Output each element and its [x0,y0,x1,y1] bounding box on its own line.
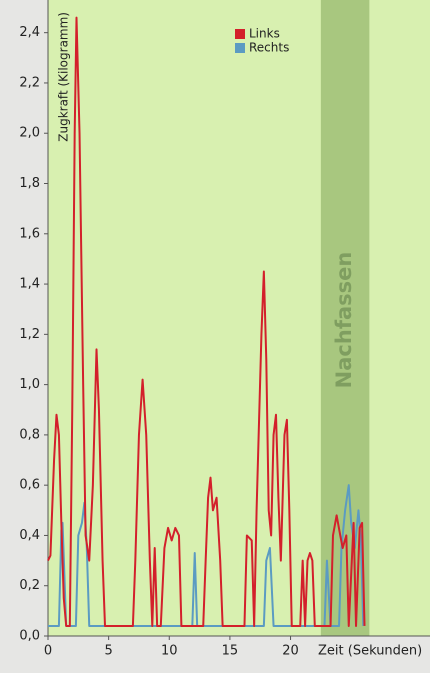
x-axis-label: Zeit (Sekunden) [318,644,422,659]
y-tick-label: 0,4 [19,528,40,543]
y-tick-label: 1,4 [19,277,40,292]
y-tick-label: 0,0 [19,629,40,644]
y-tick-label: 0,6 [19,478,40,493]
x-tick-label: 5 [104,644,112,659]
y-tick-label: 1,0 [19,377,40,392]
x-tick-label: 10 [161,644,178,659]
y-tick-label: 1,2 [19,327,40,342]
y-tick-label: 2,0 [19,126,40,141]
legend-label: Rechts [249,41,289,55]
y-tick-label: 0,8 [19,427,40,442]
plot-area [48,0,430,636]
legend-swatch [235,29,245,39]
highlight-label: Nachfassen [332,252,356,389]
legend-swatch [235,43,245,53]
x-tick-label: 15 [222,644,239,659]
y-tick-label: 1,8 [19,176,40,191]
y-tick-label: 2,4 [19,25,40,40]
y-tick-label: 2,2 [19,75,40,90]
x-tick-label: 0 [44,644,52,659]
legend-label: Links [249,27,280,41]
y-tick-label: 1,6 [19,226,40,241]
y-tick-label: 0,2 [19,578,40,593]
series-line [47,16,366,627]
x-tick-label: 20 [282,644,299,659]
series-line [48,484,365,627]
y-axis-label: Zugkraft (Kilogramm) [57,12,71,142]
